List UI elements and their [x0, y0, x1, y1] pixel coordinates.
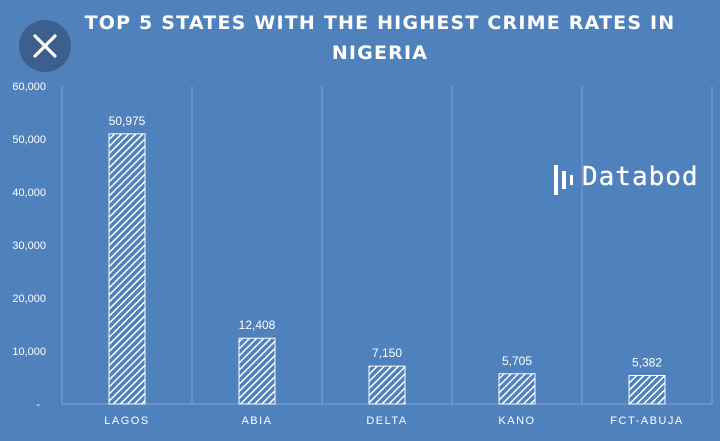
x-axis: LAGOS ABIA DELTA KANO FCT-ABUJA: [104, 415, 683, 427]
brand-watermark: Databod: [552, 160, 712, 200]
y-tick-label: -: [36, 399, 40, 411]
close-button[interactable]: [19, 20, 71, 72]
y-tick-label: 10,000: [12, 346, 46, 358]
chart-title-line-2: NIGERIA: [331, 42, 429, 64]
brand-logo-icon: [554, 165, 573, 195]
y-tick-label: 40,000: [12, 187, 46, 199]
bar-delta: [368, 365, 406, 405]
data-label: 12,408: [239, 318, 276, 332]
brand-name: Databod: [582, 162, 699, 192]
data-label: 50,975: [109, 114, 146, 128]
bar-abia: [238, 337, 276, 405]
data-label: 7,150: [372, 346, 402, 360]
data-label: 5,382: [632, 355, 662, 369]
y-tick-label: 60,000: [12, 81, 46, 93]
y-tick-label: 20,000: [12, 293, 46, 305]
y-axis: - 10,000 20,000 30,000 40,000 50,000 60,000: [12, 81, 46, 411]
data-label: 5,705: [502, 354, 532, 368]
bars: [108, 133, 666, 405]
close-icon: [33, 34, 57, 58]
x-tick-label: DELTA: [366, 415, 407, 427]
bar-kano: [498, 373, 536, 405]
x-tick-label: FCT-ABUJA: [610, 415, 683, 427]
chart-title-line-1: TOP 5 STATES WITH THE HIGHEST CRIME RATE…: [84, 12, 676, 34]
data-labels: 50,975 12,408 7,150 5,705 5,382: [109, 114, 663, 370]
x-tick-label: LAGOS: [104, 415, 149, 427]
bar-fct-abuja: [628, 374, 666, 405]
y-tick-label: 50,000: [12, 134, 46, 146]
bar-lagos: [108, 133, 146, 405]
x-tick-label: KANO: [498, 415, 535, 427]
y-tick-label: 30,000: [12, 240, 46, 252]
x-tick-label: ABIA: [241, 415, 272, 427]
